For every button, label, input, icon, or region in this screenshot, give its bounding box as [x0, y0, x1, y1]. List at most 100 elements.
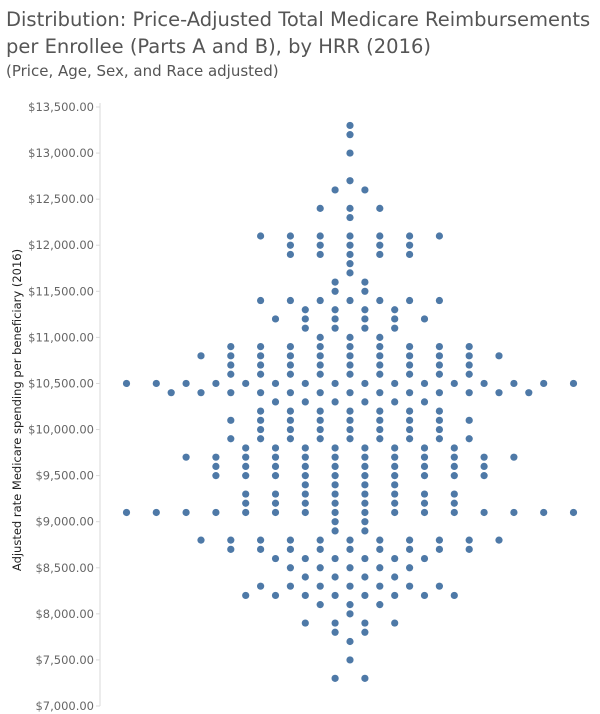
hrr-data-point[interactable]: [361, 186, 369, 194]
hrr-data-point[interactable]: [376, 333, 384, 341]
hrr-data-point[interactable]: [480, 508, 488, 517]
hrr-data-point[interactable]: [316, 232, 324, 240]
hrr-data-point[interactable]: [435, 545, 443, 553]
hrr-data-point[interactable]: [346, 536, 354, 544]
hrr-data-point[interactable]: [331, 628, 339, 636]
hrr-data-point[interactable]: [435, 425, 443, 434]
hrr-data-point[interactable]: [286, 250, 294, 259]
hrr-data-point[interactable]: [435, 370, 443, 378]
hrr-data-point[interactable]: [376, 407, 384, 415]
hrr-data-point[interactable]: [286, 241, 294, 249]
hrr-data-point[interactable]: [286, 536, 294, 544]
hrr-data-point[interactable]: [301, 499, 309, 507]
hrr-data-point[interactable]: [152, 379, 160, 388]
hrr-data-point[interactable]: [465, 370, 473, 378]
hrr-data-point[interactable]: [301, 324, 309, 332]
hrr-data-point[interactable]: [406, 425, 414, 434]
hrr-data-point[interactable]: [346, 656, 354, 664]
hrr-data-point[interactable]: [227, 343, 235, 351]
hrr-data-point[interactable]: [331, 508, 339, 517]
hrr-data-point[interactable]: [331, 379, 339, 388]
hrr-data-point[interactable]: [182, 379, 190, 388]
hrr-data-point[interactable]: [346, 370, 354, 378]
hrr-data-point[interactable]: [212, 379, 220, 388]
hrr-data-point[interactable]: [346, 241, 354, 249]
hrr-data-point[interactable]: [286, 232, 294, 240]
hrr-data-point[interactable]: [242, 499, 250, 507]
hrr-data-point[interactable]: [182, 508, 190, 517]
hrr-data-point[interactable]: [316, 601, 324, 609]
hrr-data-point[interactable]: [227, 545, 235, 553]
hrr-data-point[interactable]: [316, 435, 324, 443]
hrr-data-point[interactable]: [286, 296, 294, 305]
hrr-data-point[interactable]: [286, 389, 294, 397]
hrr-data-point[interactable]: [346, 545, 354, 553]
hrr-data-point[interactable]: [376, 536, 384, 544]
hrr-data-point[interactable]: [331, 619, 339, 627]
hrr-data-point[interactable]: [346, 416, 354, 424]
hrr-data-point[interactable]: [316, 416, 324, 424]
hrr-data-point[interactable]: [346, 637, 354, 646]
hrr-data-point[interactable]: [331, 573, 339, 581]
hrr-data-point[interactable]: [316, 425, 324, 434]
hrr-data-point[interactable]: [257, 352, 265, 360]
hrr-data-point[interactable]: [435, 361, 443, 369]
hrr-data-point[interactable]: [316, 296, 324, 305]
hrr-data-point[interactable]: [525, 389, 533, 397]
hrr-data-point[interactable]: [391, 379, 399, 388]
hrr-data-point[interactable]: [391, 619, 399, 627]
hrr-data-point[interactable]: [316, 370, 324, 378]
hrr-data-point[interactable]: [391, 573, 399, 581]
hrr-data-point[interactable]: [316, 545, 324, 553]
hrr-data-point[interactable]: [361, 287, 369, 295]
hrr-data-point[interactable]: [257, 416, 265, 424]
hrr-data-point[interactable]: [346, 204, 354, 212]
hrr-data-point[interactable]: [346, 601, 354, 609]
hrr-data-point[interactable]: [376, 545, 384, 553]
hrr-data-point[interactable]: [212, 472, 220, 480]
hrr-data-point[interactable]: [361, 472, 369, 480]
hrr-data-point[interactable]: [450, 490, 458, 498]
hrr-data-point[interactable]: [316, 564, 324, 572]
hrr-data-point[interactable]: [227, 370, 235, 378]
hrr-data-point[interactable]: [152, 508, 160, 517]
hrr-data-point[interactable]: [391, 453, 399, 461]
hrr-data-point[interactable]: [301, 472, 309, 480]
hrr-data-point[interactable]: [406, 343, 414, 351]
hrr-data-point[interactable]: [361, 527, 369, 535]
hrr-data-point[interactable]: [316, 582, 324, 590]
hrr-data-point[interactable]: [227, 361, 235, 369]
hrr-data-point[interactable]: [331, 278, 339, 286]
hrr-data-point[interactable]: [361, 490, 369, 498]
hrr-data-point[interactable]: [257, 343, 265, 351]
hrr-data-point[interactable]: [361, 674, 369, 682]
hrr-data-point[interactable]: [450, 462, 458, 470]
hrr-data-point[interactable]: [391, 554, 399, 563]
hrr-data-point[interactable]: [465, 343, 473, 351]
hrr-data-point[interactable]: [361, 379, 369, 388]
hrr-data-point[interactable]: [331, 674, 339, 682]
hrr-data-point[interactable]: [257, 435, 265, 443]
hrr-data-point[interactable]: [510, 379, 518, 388]
hrr-data-point[interactable]: [301, 462, 309, 470]
hrr-data-point[interactable]: [286, 545, 294, 553]
hrr-data-point[interactable]: [331, 186, 339, 194]
hrr-data-point[interactable]: [376, 601, 384, 609]
hrr-data-point[interactable]: [331, 472, 339, 480]
hrr-data-point[interactable]: [271, 554, 280, 563]
hrr-data-point[interactable]: [316, 407, 324, 415]
hrr-data-point[interactable]: [376, 370, 384, 378]
hrr-data-point[interactable]: [465, 536, 473, 544]
hrr-data-point[interactable]: [465, 545, 473, 553]
hrr-data-point[interactable]: [361, 481, 369, 489]
hrr-data-point[interactable]: [420, 591, 429, 600]
hrr-data-point[interactable]: [465, 361, 473, 369]
hrr-data-point[interactable]: [406, 545, 414, 553]
hrr-data-point[interactable]: [257, 407, 265, 415]
hrr-data-point[interactable]: [391, 472, 399, 480]
hrr-data-point[interactable]: [271, 398, 280, 406]
hrr-data-point[interactable]: [301, 306, 309, 314]
hrr-data-point[interactable]: [286, 425, 294, 434]
hrr-data-point[interactable]: [182, 453, 190, 461]
hrr-data-point[interactable]: [316, 343, 324, 351]
